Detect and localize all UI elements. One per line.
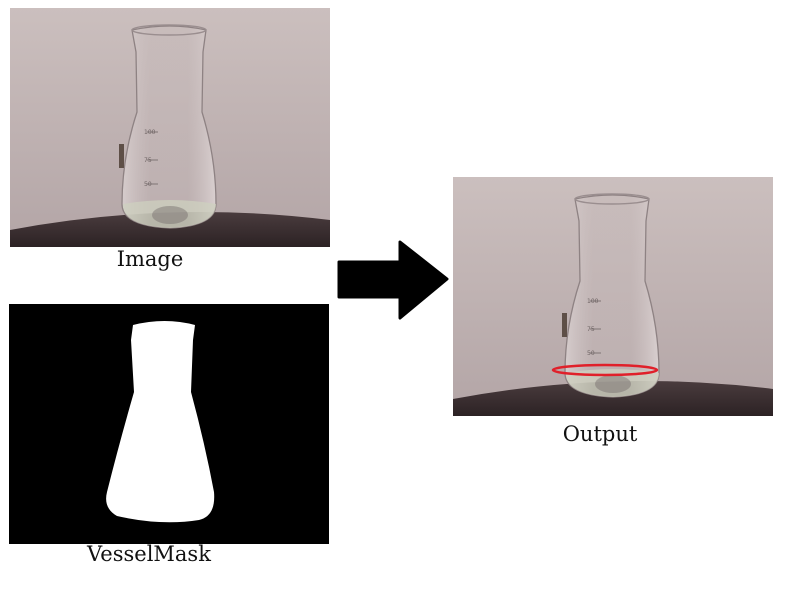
flask-mark-50: 50 — [587, 350, 595, 357]
output-caption: Output — [562, 422, 638, 446]
flask-mark-100: 100 — [144, 129, 156, 136]
flask-label-strip — [119, 144, 124, 168]
vessel-silhouette — [106, 321, 215, 523]
flask-mark-75: 75 — [587, 326, 595, 333]
liquid-level-marker — [551, 363, 659, 377]
flask-mark-100: 100 — [587, 298, 599, 305]
output-image-panel: 100 75 50 — [453, 177, 773, 416]
turntable — [10, 212, 330, 247]
input-image-photo: 100 75 50 — [10, 8, 330, 247]
flask: 100 75 50 — [119, 24, 217, 229]
flask-mark-50: 50 — [144, 181, 152, 188]
turntable — [453, 381, 773, 416]
flask-label-strip — [562, 313, 567, 337]
vessel-mask-panel — [9, 304, 329, 544]
image-caption: Image — [116, 247, 184, 271]
input-image-panel: 100 75 50 — [10, 8, 330, 247]
vessel-mask-image — [9, 304, 329, 544]
liquid — [122, 200, 216, 228]
flask-mark-75: 75 — [144, 157, 152, 164]
vessel-mask-caption: VesselMask — [87, 542, 211, 566]
right-arrow-icon — [337, 240, 449, 320]
output-image-photo: 100 75 50 — [453, 177, 773, 416]
